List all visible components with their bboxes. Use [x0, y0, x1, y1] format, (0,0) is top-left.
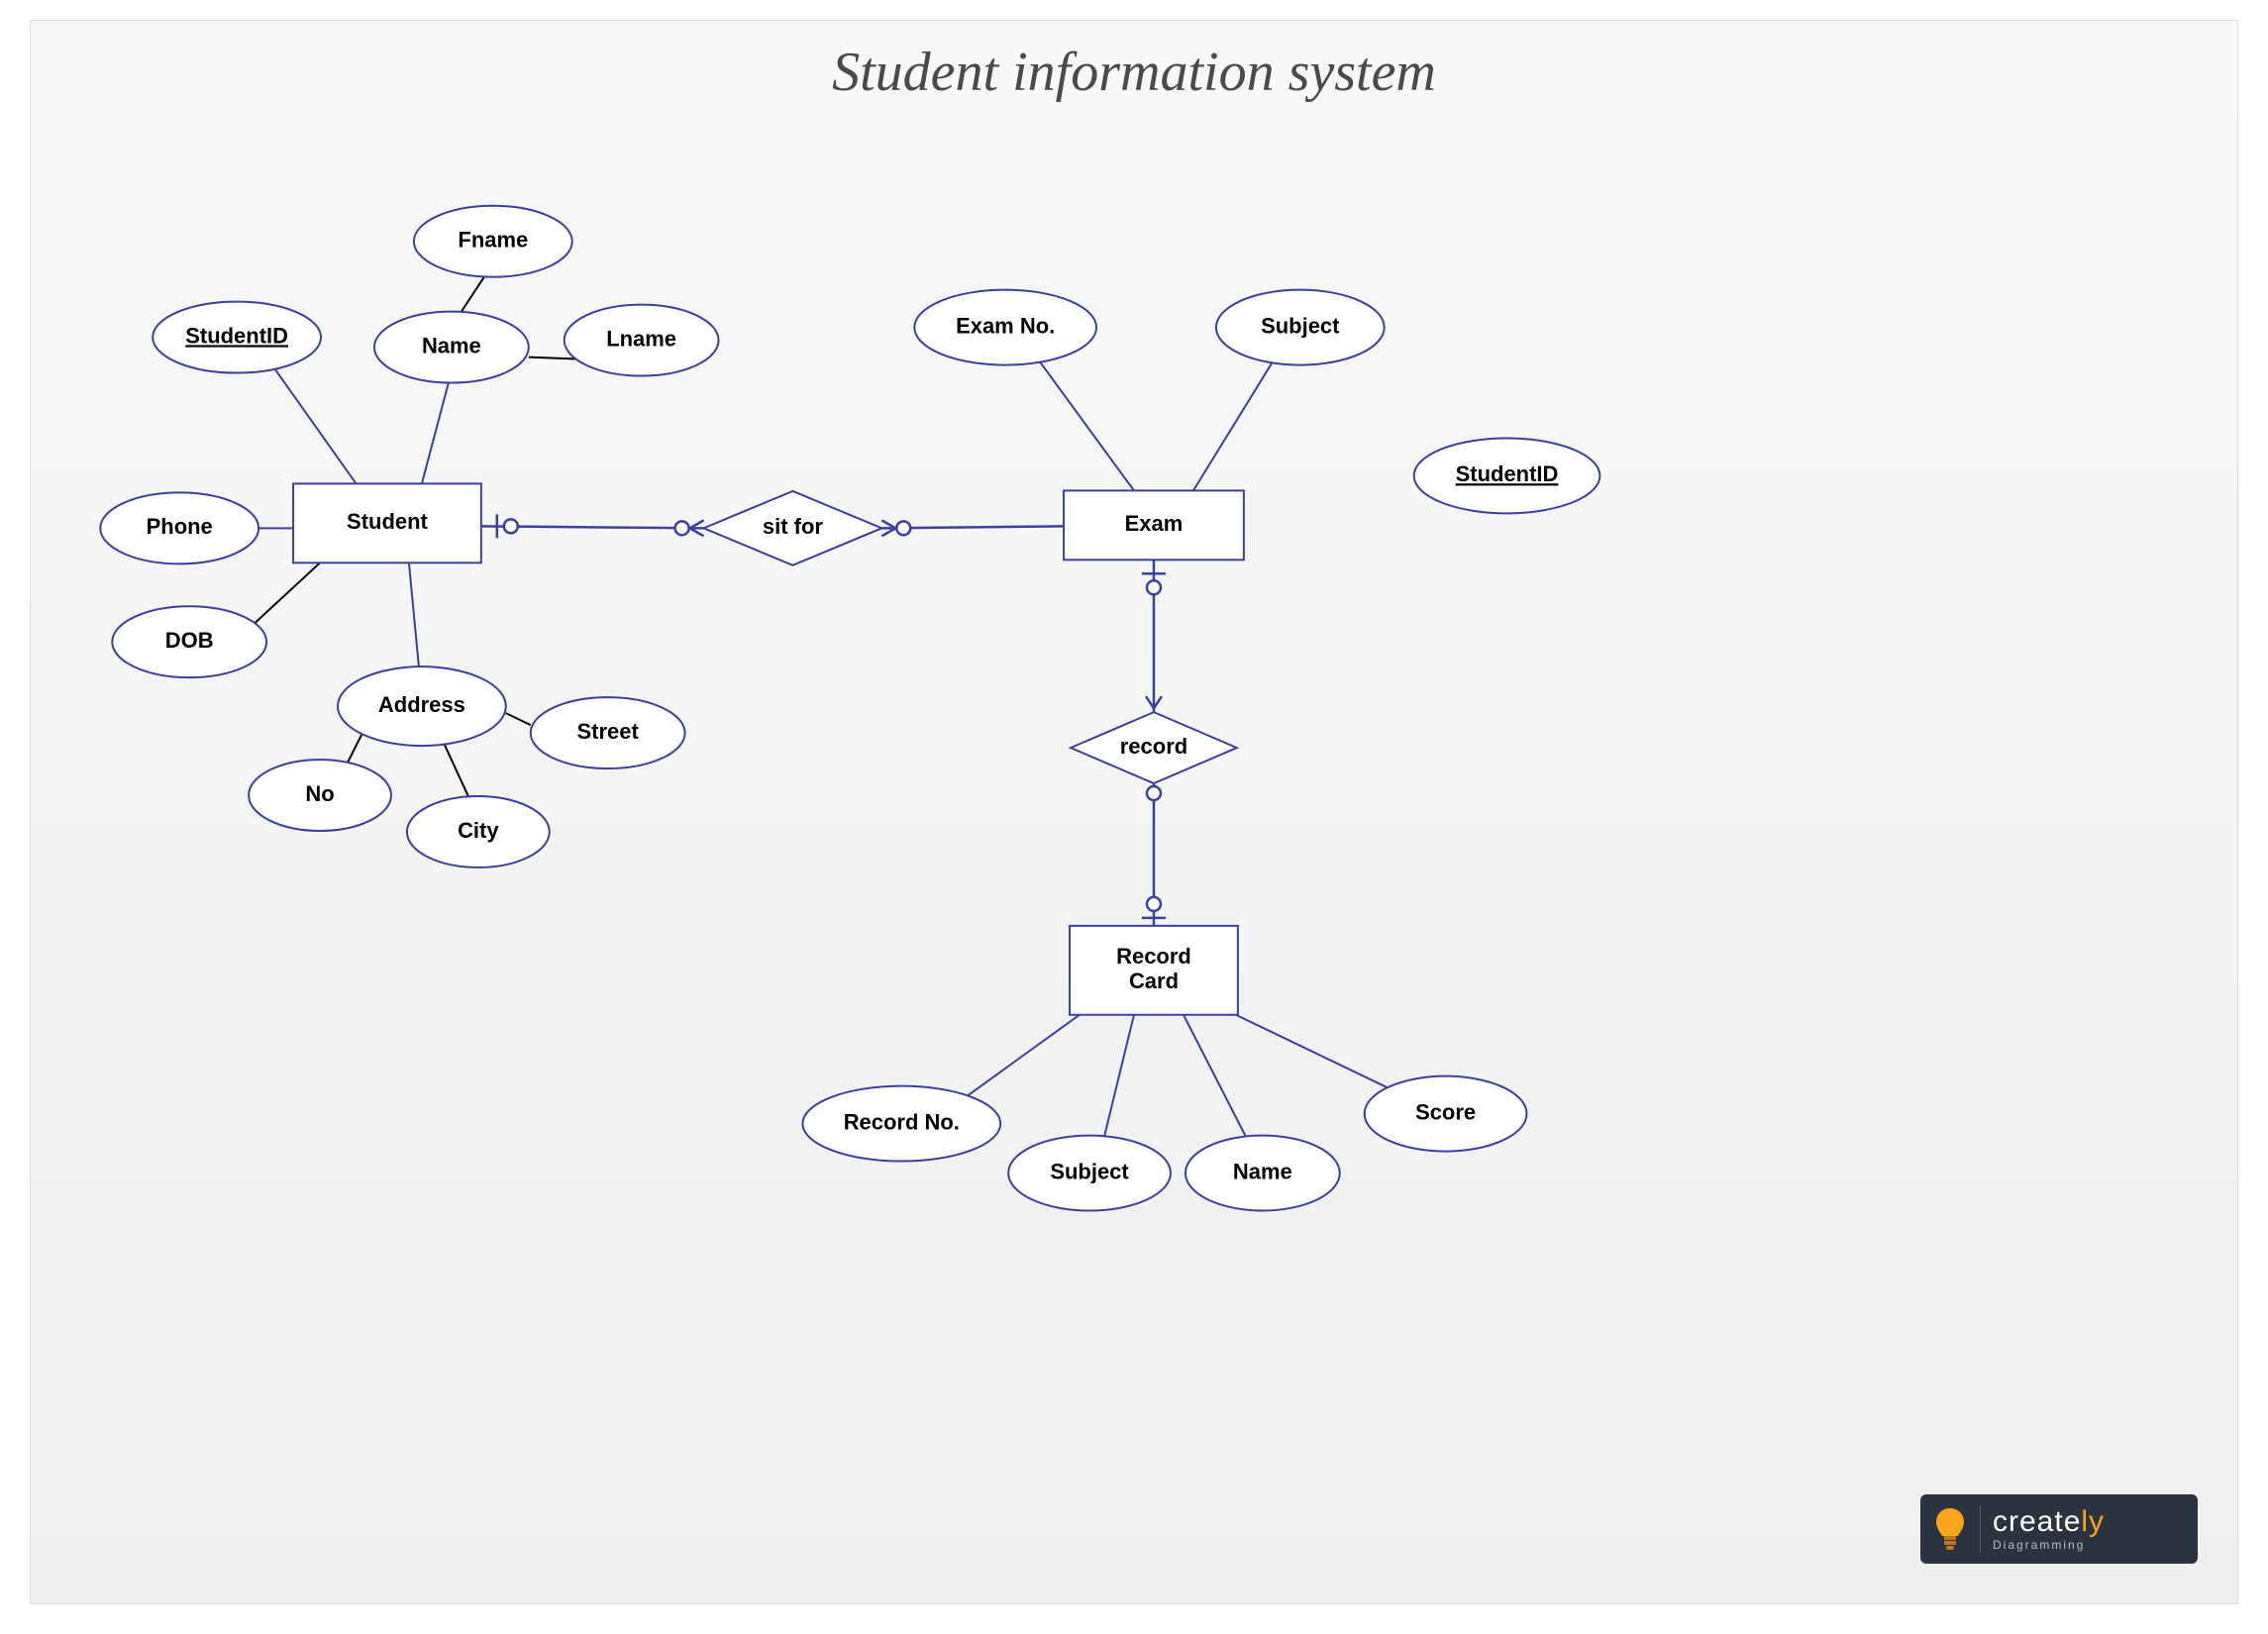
svg-text:No: No [305, 781, 334, 806]
svg-text:DOB: DOB [165, 628, 214, 653]
attribute-addr_city: City [407, 796, 550, 868]
svg-text:Record No.: Record No. [844, 1109, 960, 1134]
logo-accent-text: ly [2081, 1505, 2105, 1538]
svg-text:City: City [458, 818, 499, 843]
svg-text:Lname: Lname [606, 326, 676, 351]
svg-text:Card: Card [1129, 969, 1179, 993]
svg-text:Exam: Exam [1125, 511, 1184, 536]
svg-text:Exam No.: Exam No. [956, 313, 1055, 338]
attribute-name: Name [374, 312, 529, 383]
relationship-sitfor: sit for [704, 491, 882, 565]
svg-text:Score: Score [1415, 1099, 1476, 1124]
attribute-lname: Lname [565, 305, 719, 376]
diagram-canvas: Student information system StudentIDPhon… [30, 20, 2238, 1604]
svg-text:Street: Street [577, 719, 640, 744]
attribute-studentid2: StudentID [1414, 438, 1600, 513]
logo-divider [1980, 1505, 1981, 1553]
logo-text: creately Diagramming [1993, 1507, 2105, 1551]
er-diagram-svg: StudentID Phone DOB Name Fname Lname Address No… [31, 21, 2237, 1603]
bulb-icon [1932, 1506, 1968, 1552]
svg-text:sit for: sit for [763, 514, 823, 539]
entity-student: Student [293, 483, 481, 562]
svg-text:record: record [1120, 734, 1187, 759]
attribute-dob: DOB [112, 606, 266, 677]
attribute-fname: Fname [414, 206, 572, 277]
entity-recordcard: RecordCard [1070, 926, 1238, 1015]
attribute-rc_score: Score [1365, 1076, 1527, 1152]
relationship-record: record [1071, 712, 1237, 783]
svg-text:StudentID: StudentID [185, 323, 288, 348]
attribute-recordno: Record No. [802, 1086, 1000, 1162]
attribute-rc_subject: Subject [1008, 1136, 1171, 1211]
svg-text:Student: Student [347, 509, 428, 534]
svg-text:Subject: Subject [1050, 1159, 1129, 1183]
creately-logo: creately Diagramming [1920, 1494, 2198, 1564]
attribute-address: Address [338, 666, 506, 746]
logo-main-text: create [1993, 1505, 2081, 1538]
logo-sub-text: Diagramming [1993, 1539, 2105, 1551]
attribute-addr_street: Street [531, 697, 685, 768]
svg-text:StudentID: StudentID [1456, 461, 1559, 486]
attribute-rc_name: Name [1186, 1136, 1340, 1211]
svg-text:Record: Record [1116, 944, 1191, 969]
svg-text:Name: Name [422, 333, 481, 357]
svg-text:Fname: Fname [458, 228, 528, 253]
attribute-addr_no: No [249, 760, 391, 831]
svg-text:Phone: Phone [147, 514, 213, 539]
entity-exam: Exam [1064, 490, 1244, 560]
svg-text:Name: Name [1233, 1159, 1292, 1183]
attribute-subject_exam: Subject [1216, 290, 1385, 365]
svg-text:Address: Address [378, 692, 465, 717]
attribute-phone: Phone [100, 492, 258, 563]
svg-text:Subject: Subject [1261, 313, 1340, 338]
attribute-examno: Exam No. [914, 290, 1096, 365]
attribute-studentid: StudentID [153, 302, 321, 373]
